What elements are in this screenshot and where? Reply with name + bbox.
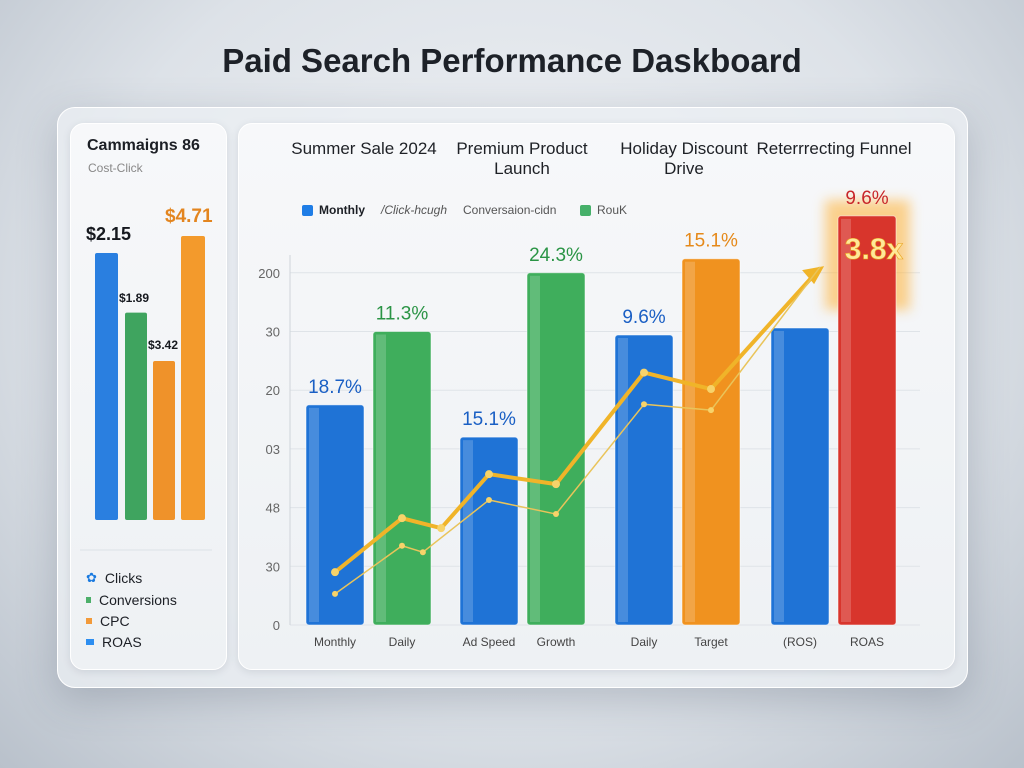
bar-highlight [530, 275, 540, 622]
data-label: 9.6% [845, 188, 888, 209]
x-tick-label: Growth [537, 635, 576, 649]
campaign-header: Holiday Discount Drive [620, 139, 748, 178]
x-tick-label: (ROS) [783, 635, 817, 649]
data-label: 15.1% [684, 231, 738, 252]
mini-bar [95, 253, 118, 521]
trend-point [708, 407, 714, 414]
legend-conversions: Conversions [86, 592, 177, 608]
legend-conversion: Conversaion-cidn [463, 203, 556, 217]
left-card-title: Cammaigns 86 [87, 137, 200, 154]
campaign-header: Reterrrecting Funnel [756, 139, 912, 158]
legend-swatch [86, 639, 94, 645]
x-tick-label: Ad Speed [463, 635, 516, 649]
bar-highlight [463, 440, 473, 622]
legend-swatch [302, 204, 313, 216]
legend-clicks: ✿ Clicks [86, 570, 142, 586]
legend-roas: ROAS [86, 634, 142, 650]
legend-label: /Click-hcugh [381, 203, 448, 217]
data-label: 15.1% [462, 409, 516, 430]
data-label: 9.6% [622, 307, 665, 328]
x-tick-label: Target [694, 635, 728, 649]
x-tick-label: Daily [389, 635, 416, 649]
mini-bar [125, 312, 147, 520]
dashboard-title: Paid Search Performance Daskboard [222, 42, 802, 79]
y-tick-label: 20 [266, 383, 280, 398]
trend-point [552, 480, 560, 489]
trend-point [707, 385, 715, 394]
legend-click-through: /Click-hcugh [381, 203, 447, 217]
legend-label: Monthly [319, 203, 365, 217]
y-tick-label: 200 [258, 266, 280, 281]
bar-highlight [685, 261, 695, 622]
campaign-header: Summer Sale 2024 [291, 139, 437, 158]
bar [614, 334, 674, 626]
data-label: 11.3% [376, 304, 429, 325]
bar [681, 258, 741, 626]
y-tick-label: 30 [266, 559, 280, 574]
legend-label: Conversions [99, 592, 177, 608]
bar-highlight [309, 407, 319, 622]
bar-highlight [774, 330, 784, 622]
bar [305, 404, 365, 626]
legend-swatch [86, 597, 91, 603]
trend-point [437, 524, 446, 533]
trend-secondary [334, 266, 821, 595]
legend-label: Conversaion-cidn [463, 203, 557, 217]
legend-monthly: Monthly [302, 203, 365, 217]
data-label: 18.7% [308, 377, 362, 398]
campaign-header: Premium Product Launch [456, 139, 588, 178]
legend-label: CPC [100, 613, 130, 629]
bar-highlight [841, 218, 851, 622]
x-tick-label: Monthly [314, 635, 356, 649]
trend-point [485, 470, 493, 479]
y-tick-label: 03 [266, 442, 280, 457]
y-tick-label: 30 [266, 325, 280, 340]
bar [372, 331, 432, 626]
y-tick-label: 48 [266, 501, 280, 516]
trend-point [419, 549, 426, 556]
mini-bar-label: $1.89 [119, 291, 149, 305]
legend-swatch [580, 204, 591, 216]
legend-label: Clicks [104, 570, 143, 586]
trend-point [331, 568, 339, 577]
legend-swatch [86, 618, 92, 624]
mini-bar-label: $2.15 [86, 224, 131, 244]
x-tick-label: ROAS [850, 635, 884, 649]
mini-bar-label: $3.42 [148, 338, 178, 352]
roas-highlight-label: 3.8x [845, 233, 904, 266]
trend-point [399, 542, 405, 549]
bar [770, 327, 830, 626]
legend-cpc: CPC [86, 613, 130, 629]
legend-roas-main: RouK [580, 203, 627, 217]
legend-label: ROAS [102, 634, 142, 650]
bar-highlight [618, 338, 628, 622]
legend-label: RouK [597, 203, 628, 217]
mini-bar [181, 236, 205, 520]
y-tick-label: 0 [273, 618, 280, 633]
trend-point [641, 401, 647, 408]
mini-bar-label: $4.71 [165, 206, 213, 227]
trend-point [486, 496, 492, 503]
mini-bar [153, 360, 175, 520]
trend-point [398, 514, 406, 523]
trend-main [333, 266, 822, 574]
data-label: 24.3% [529, 245, 583, 266]
trend-point [332, 590, 338, 597]
trend-point [553, 511, 559, 518]
x-tick-label: Daily [631, 635, 658, 649]
bar [837, 215, 897, 626]
left-card-subtitle: Cost-Click [88, 161, 143, 175]
clicks-icon: ✿ [86, 570, 97, 585]
bar [459, 436, 519, 626]
bar-highlight [376, 334, 386, 622]
trend-point [640, 368, 648, 377]
